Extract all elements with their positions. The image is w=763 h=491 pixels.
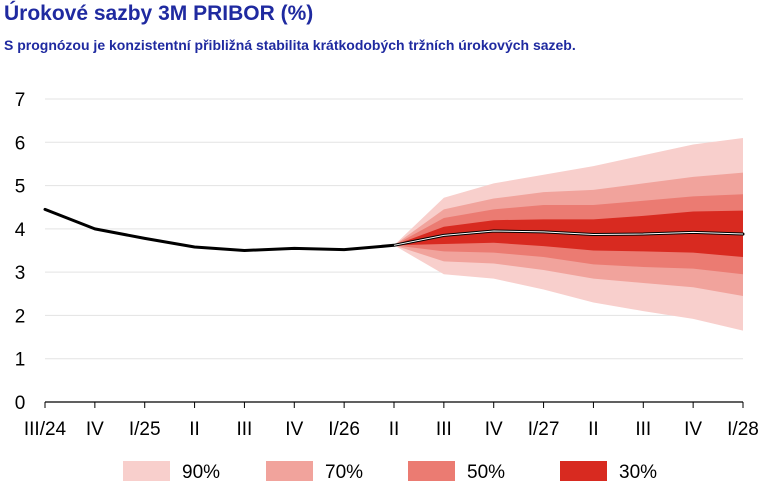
y-tick-label: 3 (15, 263, 26, 284)
legend-swatch (266, 461, 313, 481)
y-tick-label: 6 (15, 133, 26, 154)
y-tick-label: 5 (15, 177, 26, 198)
x-tick-label: II (189, 419, 200, 440)
x-tick-label: IV (684, 419, 702, 440)
y-tick-label: 4 (15, 220, 26, 241)
x-tick-label: I/25 (129, 419, 161, 440)
x-tick-label: III (237, 419, 253, 440)
legend-label: 50% (467, 462, 505, 483)
x-tick-label: I/28 (727, 419, 759, 440)
y-tick-label: 2 (15, 306, 26, 327)
x-tick-label: II (588, 419, 599, 440)
y-tick-label: 0 (15, 393, 26, 414)
x-tick-label: I/27 (528, 419, 560, 440)
chart-title: Úrokové sazby 3M PRIBOR (%) (4, 2, 314, 25)
y-tick-label: 1 (15, 350, 26, 371)
series-line-highlight (393, 230, 744, 246)
chart-subtitle: S prognózou je konzistentní přibližná st… (4, 37, 576, 53)
legend-swatch (123, 461, 170, 481)
legend-label: 70% (325, 462, 363, 483)
legend-swatch (408, 461, 455, 481)
legend-swatch (560, 461, 607, 481)
x-tick-label: IV (285, 419, 303, 440)
y-tick-label: 7 (15, 90, 26, 111)
x-tick-label: III/24 (24, 419, 67, 440)
x-tick-label: III (635, 419, 651, 440)
legend-label: 90% (182, 462, 220, 483)
x-tick-label: III (436, 419, 452, 440)
x-tick-label: IV (86, 419, 104, 440)
x-tick-label: IV (485, 419, 503, 440)
legend-label: 30% (619, 462, 657, 483)
x-tick-label: I/26 (328, 419, 360, 440)
x-tick-label: II (389, 419, 400, 440)
